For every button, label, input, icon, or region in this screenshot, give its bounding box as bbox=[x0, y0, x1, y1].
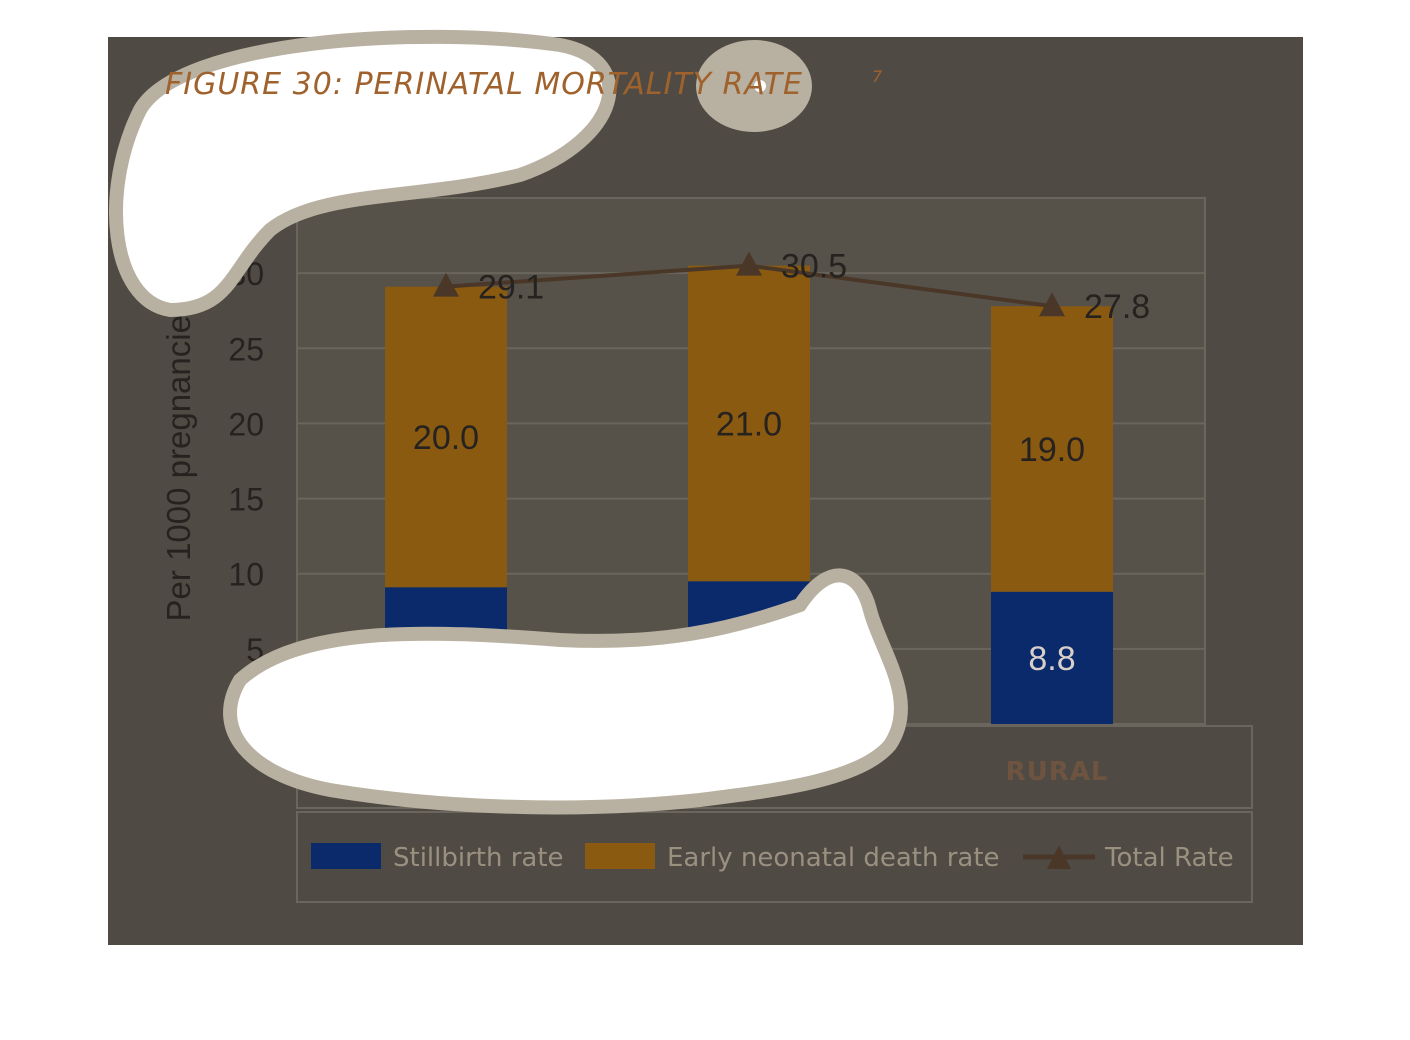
chart-area: 05101520253035 Per 1000 pregnancies 9.12… bbox=[160, 181, 1253, 903]
neonatal-value-label: 21.0 bbox=[716, 405, 782, 443]
y-tick-label: 20 bbox=[228, 406, 264, 442]
legend-swatch bbox=[585, 843, 655, 869]
bars bbox=[385, 265, 1113, 724]
total-rate-marker bbox=[433, 272, 459, 297]
total-rate-marker bbox=[736, 251, 762, 276]
highlight-marks bbox=[109, 29, 908, 815]
highlight-scribble-top-left bbox=[109, 29, 617, 318]
figure-title: FIGURE 30: PERINATAL MORTALITY RATE bbox=[165, 67, 803, 102]
bar-neonatal bbox=[688, 265, 810, 582]
y-tick-label: 25 bbox=[228, 331, 264, 367]
y-axis-label: Per 1000 pregnancies bbox=[160, 299, 197, 622]
figure-title-group: FIGURE 30: PERINATAL MORTALITY RATE 7 bbox=[165, 67, 883, 102]
legend-label: Early neonatal death rate bbox=[667, 843, 1000, 873]
x-category-label: RURAL bbox=[1006, 757, 1109, 787]
legend: Stillbirth rate Early neonatal death rate… bbox=[311, 843, 1234, 873]
total-rate-value-label: 29.1 bbox=[478, 269, 544, 307]
highlight-dot bbox=[754, 80, 766, 92]
highlight-scribble-bottom bbox=[223, 568, 908, 815]
y-tick-label: 15 bbox=[228, 482, 264, 518]
total-rate-value-label: 27.8 bbox=[1084, 288, 1150, 326]
y-tick-label: 10 bbox=[228, 557, 264, 593]
bar-neonatal bbox=[385, 286, 507, 588]
figure-footnote-marker: 7 bbox=[872, 67, 883, 86]
neonatal-value-label: 20.0 bbox=[413, 419, 479, 457]
legend-swatch-marker bbox=[1047, 845, 1071, 869]
legend-label: Total Rate bbox=[1104, 843, 1234, 873]
legend-label: Stillbirth rate bbox=[393, 843, 564, 873]
stillbirth-value-label: 8.8 bbox=[1028, 640, 1075, 678]
total-rate-marker bbox=[1039, 292, 1065, 317]
legend-swatch bbox=[311, 843, 381, 869]
neonatal-value-label: 19.0 bbox=[1019, 431, 1085, 469]
total-rate-line: 29.1 30.5 27.8 bbox=[433, 248, 1150, 326]
bar-stillbirth bbox=[991, 591, 1113, 724]
bar-neonatal bbox=[991, 306, 1113, 592]
total-rate-value-label: 30.5 bbox=[781, 248, 847, 286]
